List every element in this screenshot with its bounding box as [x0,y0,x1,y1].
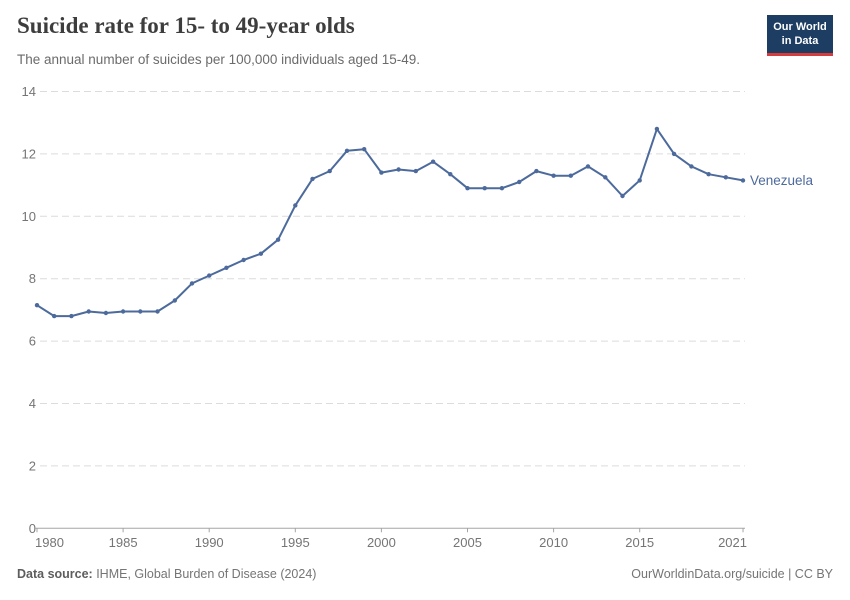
data-point-1988[interactable] [172,298,177,303]
owid-logo-line2: in Data [781,35,819,48]
x-axis-label-2005: 2005 [453,535,482,550]
data-point-2001[interactable] [396,167,401,172]
data-point-1980[interactable] [34,303,40,308]
series-label-venezuela[interactable]: Venezuela [750,173,814,188]
data-point-2020[interactable] [723,175,728,180]
data-point-1992[interactable] [241,257,246,263]
data-point-1986[interactable] [138,309,143,314]
data-point-2019[interactable] [706,172,711,177]
chart-title: Suicide rate for 15- to 49-year olds [17,13,355,38]
y-axis-label-2: 2 [29,458,36,473]
data-point-1993[interactable] [258,251,264,256]
data-point-1996[interactable] [310,176,315,182]
y-axis-label-12: 12 [22,146,36,161]
data-point-1991[interactable] [224,265,229,270]
data-point-2013[interactable] [603,175,608,180]
data-point-1995[interactable] [293,203,298,208]
data-point-1981[interactable] [52,313,57,319]
data-source-label: Data source: [17,567,93,581]
data-point-1985[interactable] [120,309,126,314]
data-point-1989[interactable] [189,281,195,286]
owid-logo-line1: Our World [773,21,827,33]
data-point-2015[interactable] [637,178,642,183]
data-point-1990[interactable] [207,273,212,278]
series-line-venezuela[interactable] [36,127,744,318]
data-point-1983[interactable] [86,309,91,314]
chart-subtitle: The annual number of suicides per 100,00… [17,52,421,67]
data-point-2008[interactable] [517,179,522,185]
x-axis-label-1980: 1980 [35,535,64,550]
data-point-1998[interactable] [344,148,350,153]
data-point-2012[interactable] [585,164,591,169]
data-point-1984[interactable] [103,310,109,316]
data-point-2007[interactable] [499,186,505,191]
data-point-2018[interactable] [689,164,694,169]
y-axis-label-4: 4 [29,396,36,411]
x-axis-label-2021: 2021 [718,535,747,550]
data-point-2002[interactable] [413,168,418,174]
x-axis-label-1995: 1995 [281,535,310,550]
data-point-2004[interactable] [448,172,453,177]
owid-logo[interactable]: Our World in Data [767,15,833,56]
x-axis-label-2015: 2015 [625,535,654,550]
data-point-1982[interactable] [69,313,74,319]
data-source-note: Data source: IHME, Global Burden of Dise… [17,567,316,581]
y-axis-label-0: 0 [29,521,36,536]
x-axis-label-1985: 1985 [109,535,138,550]
data-point-2009[interactable] [534,168,539,174]
data-point-1997[interactable] [327,168,332,174]
data-point-2003[interactable] [430,159,436,164]
y-axis-label-10: 10 [22,209,36,224]
data-point-1987[interactable] [155,309,160,314]
x-axis-label-1990: 1990 [195,535,224,550]
footer-link[interactable]: OurWorldinData.org/suicide | CC BY [631,567,833,581]
x-axis-label-2010: 2010 [539,535,568,550]
y-axis-label-6: 6 [29,334,36,349]
data-point-2006[interactable] [482,186,487,191]
data-point-2010[interactable] [551,173,556,178]
data-point-1994[interactable] [275,237,281,242]
data-point-2000[interactable] [379,170,384,175]
y-axis-label-14: 14 [22,84,36,99]
data-point-2017[interactable] [671,151,677,157]
data-point-1999[interactable] [362,147,367,152]
data-point-2005[interactable] [465,186,470,191]
data-point-2011[interactable] [568,173,573,178]
x-axis-label-2000: 2000 [367,535,396,550]
y-axis-label-8: 8 [29,271,36,286]
data-point-2014[interactable] [620,193,625,199]
data-source-text: IHME, Global Burden of Disease (2024) [92,567,317,581]
data-point-2021[interactable] [740,178,746,183]
data-point-2016[interactable] [654,126,660,132]
